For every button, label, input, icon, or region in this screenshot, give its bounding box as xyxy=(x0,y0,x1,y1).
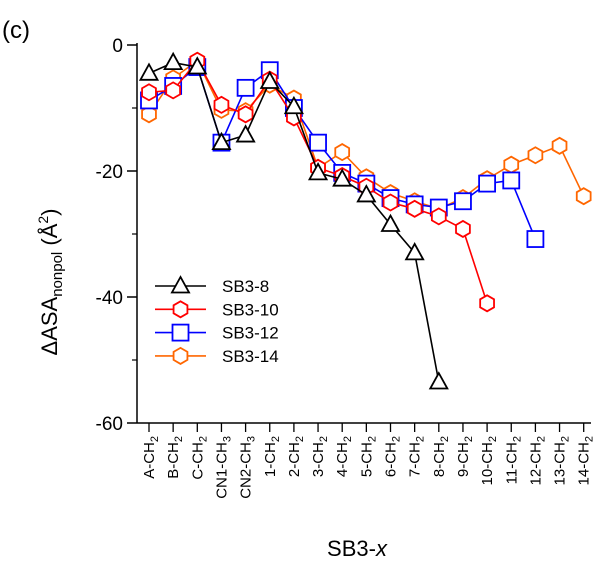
data-point-sb3-10 xyxy=(237,105,254,124)
data-point-sb3-14 xyxy=(141,105,157,124)
data-point-sb3-8 xyxy=(138,62,160,81)
legend: SB3-8 SB3-10 SB3-12 SB3-14 xyxy=(155,275,279,366)
panel-label: (c) xyxy=(2,17,30,44)
data-point-sb3-12 xyxy=(526,230,545,248)
y-axis-title-unit-sup: 2 xyxy=(35,216,51,224)
data-point-sb3-8 xyxy=(283,95,304,115)
legend-label: SB3-14 xyxy=(222,347,279,366)
data-point-sb3-14 xyxy=(575,187,592,206)
legend-marker xyxy=(170,275,191,294)
axes xyxy=(136,43,591,424)
y-axis-title-unit-open: (Å xyxy=(37,223,62,251)
x-tick-label: 11-CH2 xyxy=(503,436,523,484)
x-tick-label: C-CH2 xyxy=(189,436,209,480)
y-ticks: 0 -20 -40 -60 xyxy=(96,36,137,435)
data-point-sb3-14 xyxy=(551,136,568,155)
x-tick-label: 9-CH2 xyxy=(455,436,475,477)
data-point-sb3-10 xyxy=(382,193,399,212)
data-point-sb3-8 xyxy=(356,184,377,203)
x-axis-title: SB3-x xyxy=(327,536,388,561)
data-point-sb3-8 xyxy=(235,124,256,143)
y-axis-title-sub: nonpol xyxy=(49,252,66,297)
legend-label: SB3-10 xyxy=(222,300,279,319)
y-tick-label: -20 xyxy=(96,162,123,183)
x-tick-label: 8-CH2 xyxy=(431,436,451,477)
data-point-sb3-12 xyxy=(502,171,521,190)
x-axis-title-italic: x xyxy=(375,536,388,561)
x-tick-label: B-CH2 xyxy=(165,436,185,479)
data-point-sb3-14 xyxy=(334,143,351,162)
x-tick-label: CN2-CH3 xyxy=(238,436,258,499)
legend-marker xyxy=(171,323,190,342)
data-point-sb3-12 xyxy=(454,192,472,211)
y-axis-title-main: ΔASA xyxy=(37,296,62,355)
x-tick-label: 13-CH2 xyxy=(552,436,572,485)
data-point-sb3-8 xyxy=(428,371,449,390)
legend-marker xyxy=(172,346,189,365)
x-tick-label: 6-CH2 xyxy=(383,436,403,477)
x-ticks: A-CH2B-CH2C-CH2CN1-CH3CN2-CH31-CH22-CH23… xyxy=(141,423,593,499)
x-tick-label: 4-CH2 xyxy=(334,436,354,477)
data-point-sb3-8 xyxy=(332,168,353,187)
data-point-sb3-14 xyxy=(503,155,520,174)
legend-label: SB3-8 xyxy=(222,277,269,296)
series-line-sb3-10 xyxy=(148,59,488,304)
data-point-sb3-12 xyxy=(309,133,327,152)
y-tick-label: -60 xyxy=(96,414,123,435)
x-axis-title-main: SB3- xyxy=(327,536,376,561)
legend-marker xyxy=(172,300,189,319)
x-tick-label: 3-CH2 xyxy=(310,436,330,477)
legend-item-sb3-8: SB3-8 xyxy=(155,275,269,296)
data-point-sb3-8 xyxy=(211,131,232,151)
data-point-sb3-10 xyxy=(165,81,181,100)
y-tick-label: 0 xyxy=(112,36,123,57)
x-tick-label: 1-CH2 xyxy=(262,436,282,477)
x-tick-label: 10-CH2 xyxy=(479,436,499,485)
x-tick-label: 2-CH2 xyxy=(286,436,306,477)
y-axis-title-text: ΔASAnonpol (Å2) xyxy=(35,208,66,355)
series-sb3-10 xyxy=(141,51,495,313)
y-axis-title: ΔASAnonpol (Å2) xyxy=(35,208,66,355)
data-point-sb3-8 xyxy=(163,51,184,71)
series-sb3-8 xyxy=(138,51,449,390)
x-tick-label: CN1-CH3 xyxy=(213,436,233,499)
data-point-sb3-8 xyxy=(307,162,329,181)
data-point-sb3-14 xyxy=(527,146,544,165)
x-tick-label: A-CH2 xyxy=(141,436,161,479)
y-axis-title-unit-close: ) xyxy=(37,208,62,215)
data-point-sb3-10 xyxy=(479,294,495,313)
data-point-sb3-10 xyxy=(141,83,157,102)
x-tick-label: 7-CH2 xyxy=(407,436,427,477)
data-point-sb3-12 xyxy=(478,174,497,193)
legend-item-sb3-12: SB3-12 xyxy=(155,324,279,343)
plot-area xyxy=(138,51,592,390)
y-tick-label: -40 xyxy=(96,288,123,309)
data-point-sb3-8 xyxy=(259,70,280,89)
data-point-sb3-12 xyxy=(236,78,255,97)
data-point-sb3-8 xyxy=(404,242,425,261)
data-point-sb3-8 xyxy=(187,56,208,75)
data-point-sb3-10 xyxy=(455,219,471,238)
data-point-sb3-10 xyxy=(430,207,447,226)
data-point-sb3-10 xyxy=(213,95,230,114)
x-tick-label: 5-CH2 xyxy=(358,436,378,477)
legend-item-sb3-10: SB3-10 xyxy=(155,300,279,319)
x-tick-label: 12-CH2 xyxy=(527,436,547,485)
legend-item-sb3-14: SB3-14 xyxy=(155,346,279,366)
data-point-sb3-10 xyxy=(406,199,423,218)
legend-label: SB3-12 xyxy=(222,324,279,343)
x-tick-label: 14-CH2 xyxy=(576,436,593,485)
data-point-sb3-8 xyxy=(380,213,401,232)
